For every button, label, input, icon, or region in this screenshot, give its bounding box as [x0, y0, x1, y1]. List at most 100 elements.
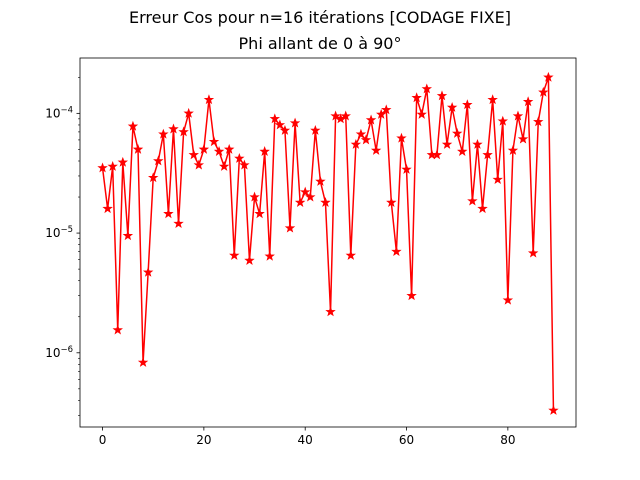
data-point-star — [497, 115, 509, 126]
y-tick-label-base: 10 — [45, 346, 60, 360]
data-point-star — [208, 136, 220, 147]
data-point-star — [477, 203, 488, 214]
y-tick-label-exponent: −6 — [60, 345, 73, 355]
data-point-star — [401, 163, 412, 174]
data-point-star — [457, 146, 468, 156]
data-point-star — [416, 108, 427, 119]
data-point-star — [239, 159, 250, 170]
data-point-star — [244, 255, 255, 265]
x-tick-label: 0 — [99, 433, 107, 447]
y-tick-label: 10−5 — [45, 225, 73, 240]
data-point-star — [132, 143, 144, 154]
data-point-star — [446, 101, 458, 112]
data-point-star — [97, 162, 108, 173]
data-point-star — [223, 143, 235, 154]
data-point-star — [107, 161, 118, 171]
data-point-star — [360, 134, 372, 145]
data-point-star — [112, 324, 123, 335]
data-point-star — [543, 71, 554, 82]
data-point-star — [218, 161, 230, 171]
data-point-star — [370, 144, 382, 155]
data-point-star — [229, 250, 240, 260]
data-point-star — [198, 143, 210, 154]
data-point-star — [527, 247, 539, 258]
data-point-star — [254, 208, 265, 219]
data-point-star — [330, 110, 341, 121]
axes-frame — [79, 57, 577, 428]
data-point-star — [269, 113, 281, 124]
data-point-star — [117, 156, 129, 167]
data-point-star — [517, 133, 529, 144]
data-point-star — [467, 195, 478, 206]
data-point-star — [315, 175, 326, 186]
data-point-star — [122, 230, 134, 241]
data-point-star — [234, 152, 245, 163]
data-point-star — [279, 124, 291, 135]
data-point-star — [431, 149, 443, 160]
data-point-star — [289, 117, 301, 128]
data-point-star — [320, 197, 331, 207]
plot-area: 10−610−510−40 20 40 60 80 — [45, 57, 577, 447]
data-point-star — [396, 132, 407, 143]
data-point-star — [259, 146, 270, 156]
y-tick-label-base: 10 — [45, 106, 60, 120]
data-point-star — [492, 174, 503, 184]
data-point-star — [391, 246, 402, 257]
y-tick-label-base: 10 — [45, 226, 60, 240]
x-tick-label: 80 — [500, 433, 515, 447]
data-point-star — [462, 99, 473, 110]
data-point-star — [203, 94, 215, 105]
data-point-star — [325, 306, 336, 317]
data-point-star — [507, 144, 519, 155]
data-point-star — [213, 146, 225, 156]
x-tick-label: 40 — [298, 433, 313, 447]
data-point-star — [538, 86, 549, 97]
data-point-star — [436, 90, 448, 101]
data-point-star — [178, 126, 189, 137]
data-point-star — [310, 124, 321, 135]
data-point-star — [142, 266, 154, 277]
y-tick-label: 10−4 — [45, 105, 73, 120]
data-point-star — [365, 114, 377, 125]
data-point-star — [411, 92, 422, 103]
data-point-star — [305, 191, 316, 202]
data-point-star — [340, 110, 351, 121]
data-point-star — [168, 123, 179, 134]
data-point-star — [451, 127, 463, 138]
data-point-star — [284, 222, 296, 233]
data-point-star — [406, 290, 417, 301]
data-point-star — [386, 197, 397, 207]
chart-title: Erreur Cos pour n=16 itérations [CODAGE … — [129, 8, 511, 27]
data-point-star — [522, 96, 534, 107]
data-point-star — [441, 138, 453, 149]
data-point-star — [274, 119, 286, 130]
data-point-star — [127, 120, 139, 131]
series-line — [101, 76, 555, 411]
data-point-star — [512, 110, 524, 121]
y-tick-label-exponent: −4 — [60, 105, 73, 115]
data-point-star — [183, 107, 194, 118]
data-point-star — [533, 116, 544, 127]
data-point-star — [264, 250, 275, 261]
data-point-star — [173, 218, 184, 229]
data-point-star — [487, 94, 498, 105]
y-tick-label-exponent: −5 — [60, 225, 73, 235]
data-point-star — [249, 191, 260, 202]
data-point-star — [502, 294, 514, 305]
data-point-star — [137, 357, 149, 367]
data-point-star — [153, 155, 164, 166]
x-tick-label: 60 — [399, 433, 414, 447]
data-point-star — [158, 128, 169, 139]
data-point-star — [421, 83, 433, 94]
data-point-star — [294, 197, 306, 207]
data-point-star — [193, 159, 205, 170]
data-point-star — [355, 128, 367, 139]
data-point-star — [299, 186, 311, 197]
data-point-star — [163, 208, 174, 219]
data-point-star — [102, 203, 113, 214]
data-point-star — [548, 404, 559, 415]
data-point-star — [147, 172, 159, 183]
data-point-star — [482, 149, 493, 160]
